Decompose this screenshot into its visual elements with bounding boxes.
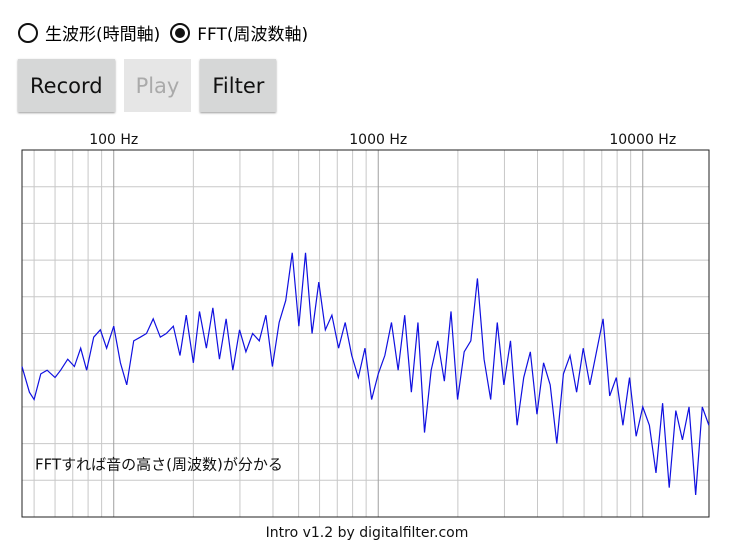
radio-option[interactable]: FFT(周波数軸) [170,20,308,45]
x-tick-label: 1000 Hz [349,132,407,148]
chart: 100 Hz 1000 Hz 10000 Hz FFTすれば音の高さ(周波数)が分かる… [21,132,710,541]
radio-circle[interactable] [18,22,38,43]
button[interactable]: Record [18,59,115,112]
spectrum-line [21,252,710,496]
x-tick-label: 10000 Hz [609,132,676,148]
button-bar: Record Play Filter [18,59,277,112]
x-tick-label: 100 Hz [89,132,138,148]
radio-group: 生波形(時間軸) FFT(周波数軸) [18,20,308,45]
button[interactable]: Filter [200,59,277,112]
radio-label[interactable]: 生波形(時間軸) [45,25,161,45]
radio-option[interactable]: 生波形(時間軸) [18,20,160,45]
annotation: FFTすれば音の高さ(周波数)が分かる [35,456,283,474]
radio-label[interactable]: FFT(周波数軸) [197,25,309,45]
button: Play [123,59,192,112]
footer: Intro v1.2 by digitalfilter.com [266,525,469,541]
plot-border [21,149,710,518]
radio-circle[interactable] [170,22,191,43]
